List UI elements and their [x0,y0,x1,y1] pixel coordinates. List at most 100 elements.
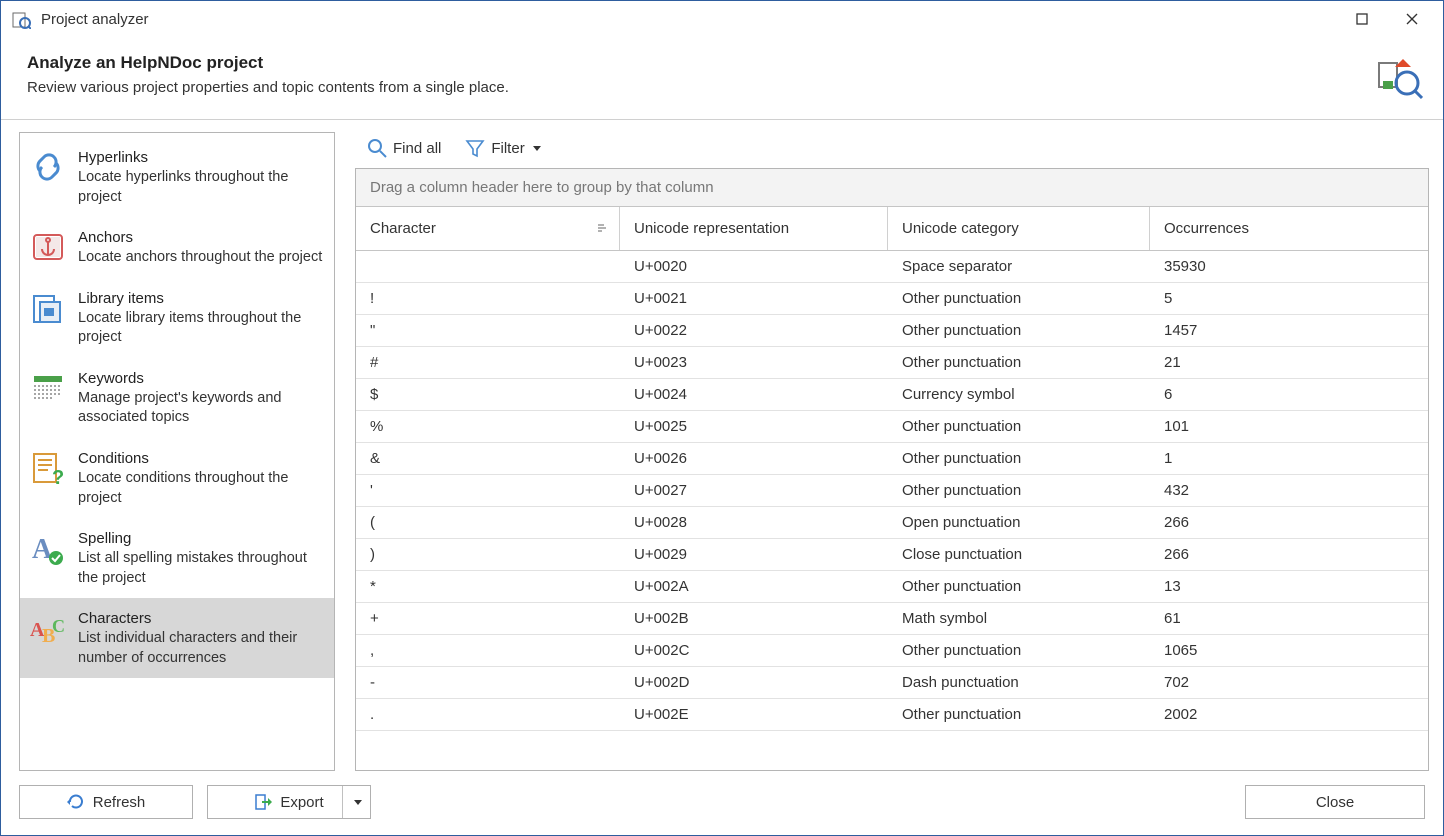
column-label: Unicode category [902,220,1019,237]
column-label: Unicode representation [634,220,789,237]
cell-character: " [356,315,620,346]
cell-unicode: U+0029 [620,539,888,570]
cell-character: - [356,667,620,698]
table-row[interactable]: $U+0024Currency symbol6 [356,379,1428,411]
cell-unicode: U+0023 [620,347,888,378]
table: Drag a column header here to group by th… [355,168,1429,771]
cell-character: ) [356,539,620,570]
cell-unicode: U+0024 [620,379,888,410]
cell-category: Dash punctuation [888,667,1150,698]
close-window-button[interactable] [1387,1,1437,37]
sidebar: HyperlinksLocate hyperlinks throughout t… [19,132,335,771]
table-row[interactable]: )U+0029Close punctuation266 [356,539,1428,571]
export-dropdown[interactable] [342,786,370,818]
find-all-label: Find all [393,140,441,157]
window-title: Project analyzer [41,11,1337,28]
maximize-button[interactable] [1337,1,1387,37]
cell-occurrences: 1065 [1150,635,1428,666]
table-row[interactable]: !U+0021Other punctuation5 [356,283,1428,315]
cell-unicode: U+002D [620,667,888,698]
sidebar-item-conditions[interactable]: ?ConditionsLocate conditions throughout … [20,438,334,518]
sidebar-item-spelling[interactable]: ASpellingList all spelling mistakes thro… [20,518,334,598]
table-row[interactable]: &U+0026Other punctuation1 [356,443,1428,475]
cell-character: # [356,347,620,378]
sidebar-item-desc: Locate library items throughout the proj… [78,309,324,348]
toolbar: Find all Filter [355,132,1429,168]
export-button[interactable]: Export [207,785,371,819]
table-row[interactable]: +U+002BMath symbol61 [356,603,1428,635]
table-row[interactable]: -U+002DDash punctuation702 [356,667,1428,699]
table-row[interactable]: (U+0028Open punctuation266 [356,507,1428,539]
cell-character: * [356,571,620,602]
cell-occurrences: 61 [1150,603,1428,634]
column-header-character[interactable]: Character [356,207,620,250]
magnifier-icon [367,138,387,158]
sidebar-item-label: Keywords [78,370,324,387]
chevron-down-icon [533,146,541,151]
cell-occurrences: 266 [1150,507,1428,538]
cell-unicode: U+0026 [620,443,888,474]
sidebar-item-desc: Locate hyperlinks throughout the project [78,168,324,207]
svg-text:C: C [52,616,65,636]
table-row[interactable]: *U+002AOther punctuation13 [356,571,1428,603]
sidebar-item-keywords[interactable]: KeywordsManage project's keywords and as… [20,358,334,438]
cell-category: Other punctuation [888,635,1150,666]
svg-text:?: ? [52,467,64,488]
table-row[interactable]: 'U+0027Other punctuation432 [356,475,1428,507]
cell-character: ! [356,283,620,314]
cell-occurrences: 2002 [1150,699,1428,730]
export-icon [254,793,272,811]
sidebar-item-label: Library items [78,290,324,307]
export-label: Export [280,794,323,811]
page-header: Analyze an HelpNDoc project Review vario… [1,37,1443,119]
column-label: Occurrences [1164,220,1249,237]
sidebar-item-anchors[interactable]: AnchorsLocate anchors throughout the pro… [20,217,334,278]
conditions-icon: ? [28,448,68,488]
column-label: Character [370,220,436,237]
sidebar-item-characters[interactable]: ABCCharactersList individual characters … [20,598,334,678]
sidebar-item-desc: List all spelling mistakes throughout th… [78,549,324,588]
close-button[interactable]: Close [1245,785,1425,819]
cell-unicode: U+0027 [620,475,888,506]
characters-icon: ABC [28,608,68,648]
page-title: Analyze an HelpNDoc project [27,53,1365,73]
table-row[interactable]: .U+002EOther punctuation2002 [356,699,1428,731]
column-header-unicode-repr[interactable]: Unicode representation [620,207,888,250]
cell-unicode: U+0028 [620,507,888,538]
sidebar-item-label: Anchors [78,229,324,246]
filter-button[interactable]: Filter [457,134,548,162]
column-header-unicode-category[interactable]: Unicode category [888,207,1150,250]
cell-category: Space separator [888,251,1150,282]
table-row[interactable]: U+0020Space separator35930 [356,251,1428,283]
cell-category: Other punctuation [888,699,1150,730]
cell-category: Open punctuation [888,507,1150,538]
table-row[interactable]: %U+0025Other punctuation101 [356,411,1428,443]
refresh-label: Refresh [93,794,146,811]
cell-category: Other punctuation [888,411,1150,442]
cell-unicode: U+002A [620,571,888,602]
cell-occurrences: 6 [1150,379,1428,410]
sidebar-item-label: Conditions [78,450,324,467]
library-icon [28,288,68,328]
group-by-hint[interactable]: Drag a column header here to group by th… [356,169,1428,207]
sidebar-item-hyperlinks[interactable]: HyperlinksLocate hyperlinks throughout t… [20,137,334,217]
funnel-icon [465,138,485,158]
cell-category: Other punctuation [888,347,1150,378]
cell-unicode: U+0025 [620,411,888,442]
sort-indicator-icon [595,220,609,238]
column-header-occurrences[interactable]: Occurrences [1150,207,1428,250]
cell-category: Other punctuation [888,443,1150,474]
filter-label: Filter [491,140,524,157]
table-row[interactable]: ,U+002COther punctuation1065 [356,635,1428,667]
find-all-button[interactable]: Find all [359,134,449,162]
refresh-button[interactable]: Refresh [19,785,193,819]
cell-category: Other punctuation [888,571,1150,602]
table-row[interactable]: "U+0022Other punctuation1457 [356,315,1428,347]
sidebar-item-label: Spelling [78,530,324,547]
cell-occurrences: 266 [1150,539,1428,570]
cell-category: Other punctuation [888,283,1150,314]
cell-category: Currency symbol [888,379,1150,410]
table-row[interactable]: #U+0023Other punctuation21 [356,347,1428,379]
cell-character: . [356,699,620,730]
sidebar-item-library[interactable]: Library items Locate library items throug… [20,278,334,358]
